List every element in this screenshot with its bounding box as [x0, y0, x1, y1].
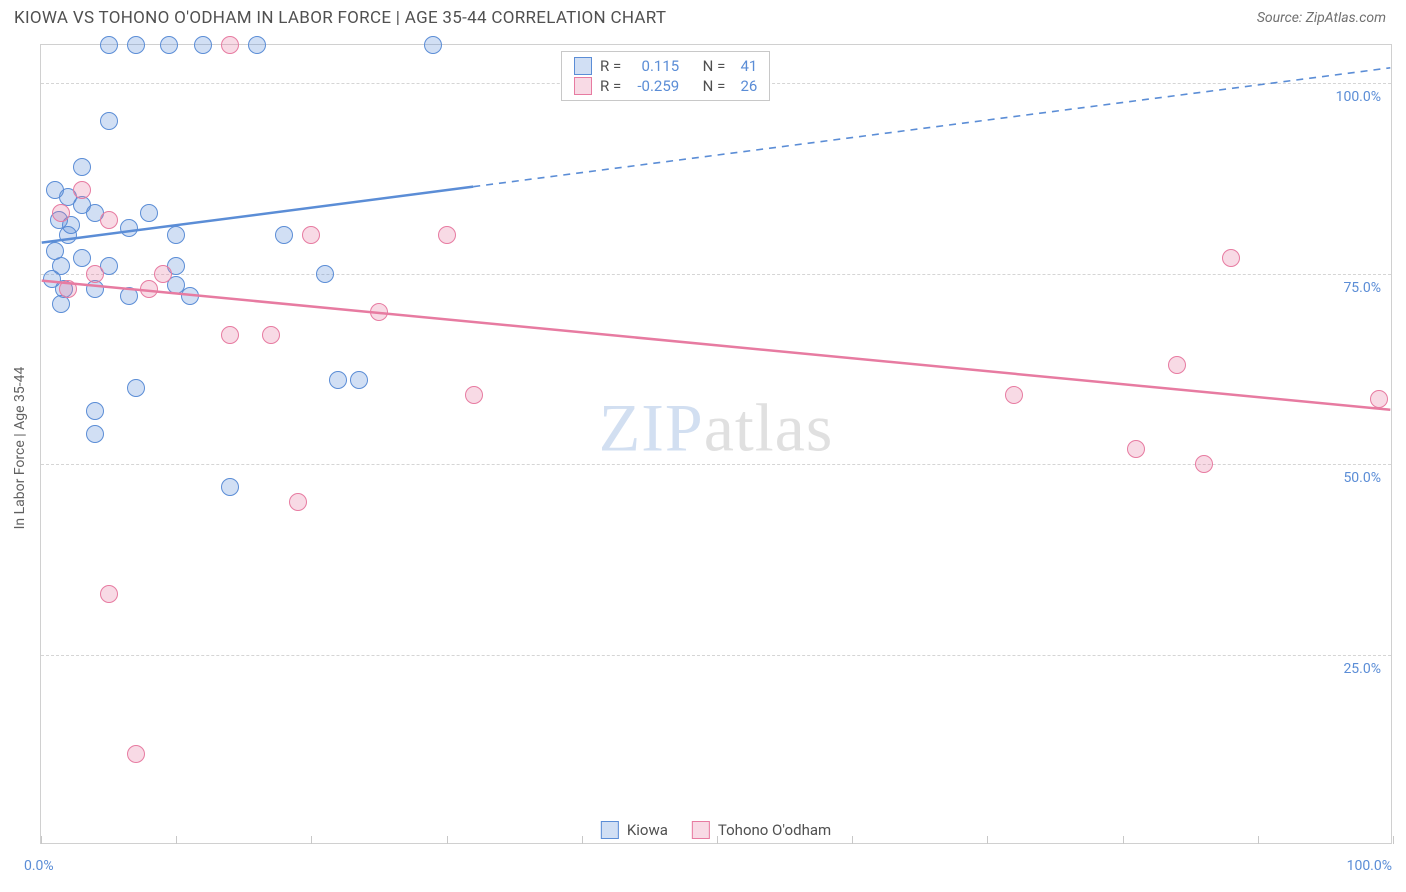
- x-tick: [176, 836, 177, 844]
- n-value-tohono: 26: [733, 77, 757, 95]
- data-point-tohono: [100, 585, 118, 603]
- chart-plot-area: 25.0%50.0%75.0%100.0% ZIPatlas R = 0.115…: [40, 44, 1392, 844]
- data-point-tohono: [1222, 249, 1240, 267]
- data-point-tohono: [302, 226, 320, 244]
- data-point-kiowa: [275, 226, 293, 244]
- legend-item-tohono: Tohono O'odham: [692, 821, 831, 839]
- x-tick: [447, 836, 448, 844]
- data-point-kiowa: [127, 379, 145, 397]
- data-point-tohono: [1370, 390, 1388, 408]
- swatch-kiowa: [574, 57, 592, 75]
- correlation-legend: R = 0.115 N = 41 R = -0.259 N = 26: [561, 51, 770, 101]
- data-point-kiowa: [167, 226, 185, 244]
- data-point-tohono: [262, 326, 280, 344]
- x-tick: [1123, 836, 1124, 844]
- data-point-tohono: [86, 265, 104, 283]
- y-tick-label: 25.0%: [1343, 661, 1381, 677]
- data-point-kiowa: [140, 204, 158, 222]
- data-point-tohono: [59, 280, 77, 298]
- x-tick: [311, 836, 312, 844]
- data-point-tohono: [1168, 356, 1186, 374]
- data-point-kiowa: [181, 287, 199, 305]
- data-point-kiowa: [86, 425, 104, 443]
- data-point-tohono: [221, 326, 239, 344]
- data-point-kiowa: [120, 287, 138, 305]
- y-axis-label: In Labor Force | Age 35-44: [12, 367, 28, 530]
- data-point-kiowa: [59, 226, 77, 244]
- data-point-kiowa: [100, 36, 118, 54]
- data-point-tohono: [370, 303, 388, 321]
- x-tick: [852, 836, 853, 844]
- data-point-tohono: [100, 211, 118, 229]
- source-attribution: Source: ZipAtlas.com: [1257, 10, 1386, 26]
- data-point-kiowa: [86, 402, 104, 420]
- swatch-tohono-icon: [692, 821, 710, 839]
- data-point-kiowa: [127, 36, 145, 54]
- data-point-tohono: [465, 386, 483, 404]
- swatch-kiowa-icon: [601, 821, 619, 839]
- data-point-tohono: [1127, 440, 1145, 458]
- data-point-kiowa: [316, 265, 334, 283]
- x-tick: [1393, 836, 1394, 844]
- r-value-kiowa: 0.115: [629, 57, 679, 75]
- data-point-tohono: [1005, 386, 1023, 404]
- gridline: [41, 274, 1391, 275]
- legend-row-kiowa: R = 0.115 N = 41: [574, 56, 757, 76]
- data-point-kiowa: [100, 112, 118, 130]
- data-point-tohono: [127, 745, 145, 763]
- gridline: [41, 464, 1391, 465]
- data-point-kiowa: [350, 371, 368, 389]
- data-point-kiowa: [73, 158, 91, 176]
- x-tick: [41, 836, 42, 844]
- chart-title: KIOWA VS TOHONO O'ODHAM IN LABOR FORCE |…: [14, 8, 666, 28]
- data-point-tohono: [52, 204, 70, 222]
- y-tick-label: 100.0%: [1336, 89, 1381, 105]
- data-point-kiowa: [73, 249, 91, 267]
- x-tick: [582, 836, 583, 844]
- data-point-kiowa: [194, 36, 212, 54]
- x-max-label: 100.0%: [1347, 858, 1392, 874]
- data-point-kiowa: [248, 36, 266, 54]
- legend-item-kiowa: Kiowa: [601, 821, 668, 839]
- x-min-label: 0.0%: [24, 858, 54, 874]
- swatch-tohono: [574, 77, 592, 95]
- data-point-tohono: [1195, 455, 1213, 473]
- data-point-tohono: [154, 265, 172, 283]
- n-value-kiowa: 41: [733, 57, 757, 75]
- data-point-kiowa: [424, 36, 442, 54]
- y-tick-label: 75.0%: [1343, 280, 1381, 296]
- data-point-kiowa: [221, 478, 239, 496]
- series-legend: Kiowa Tohono O'odham: [601, 821, 831, 839]
- data-point-tohono: [73, 181, 91, 199]
- data-point-tohono: [289, 493, 307, 511]
- legend-row-tohono: R = -0.259 N = 26: [574, 76, 757, 96]
- data-point-tohono: [438, 226, 456, 244]
- chart-header: KIOWA VS TOHONO O'ODHAM IN LABOR FORCE |…: [0, 0, 1406, 34]
- y-tick-label: 50.0%: [1343, 470, 1381, 486]
- data-point-kiowa: [329, 371, 347, 389]
- data-point-kiowa: [120, 219, 138, 237]
- gridline: [41, 655, 1391, 656]
- data-point-kiowa: [160, 36, 178, 54]
- x-tick: [987, 836, 988, 844]
- x-tick: [1258, 836, 1259, 844]
- data-point-tohono: [221, 36, 239, 54]
- data-point-tohono: [140, 280, 158, 298]
- r-value-tohono: -0.259: [629, 77, 679, 95]
